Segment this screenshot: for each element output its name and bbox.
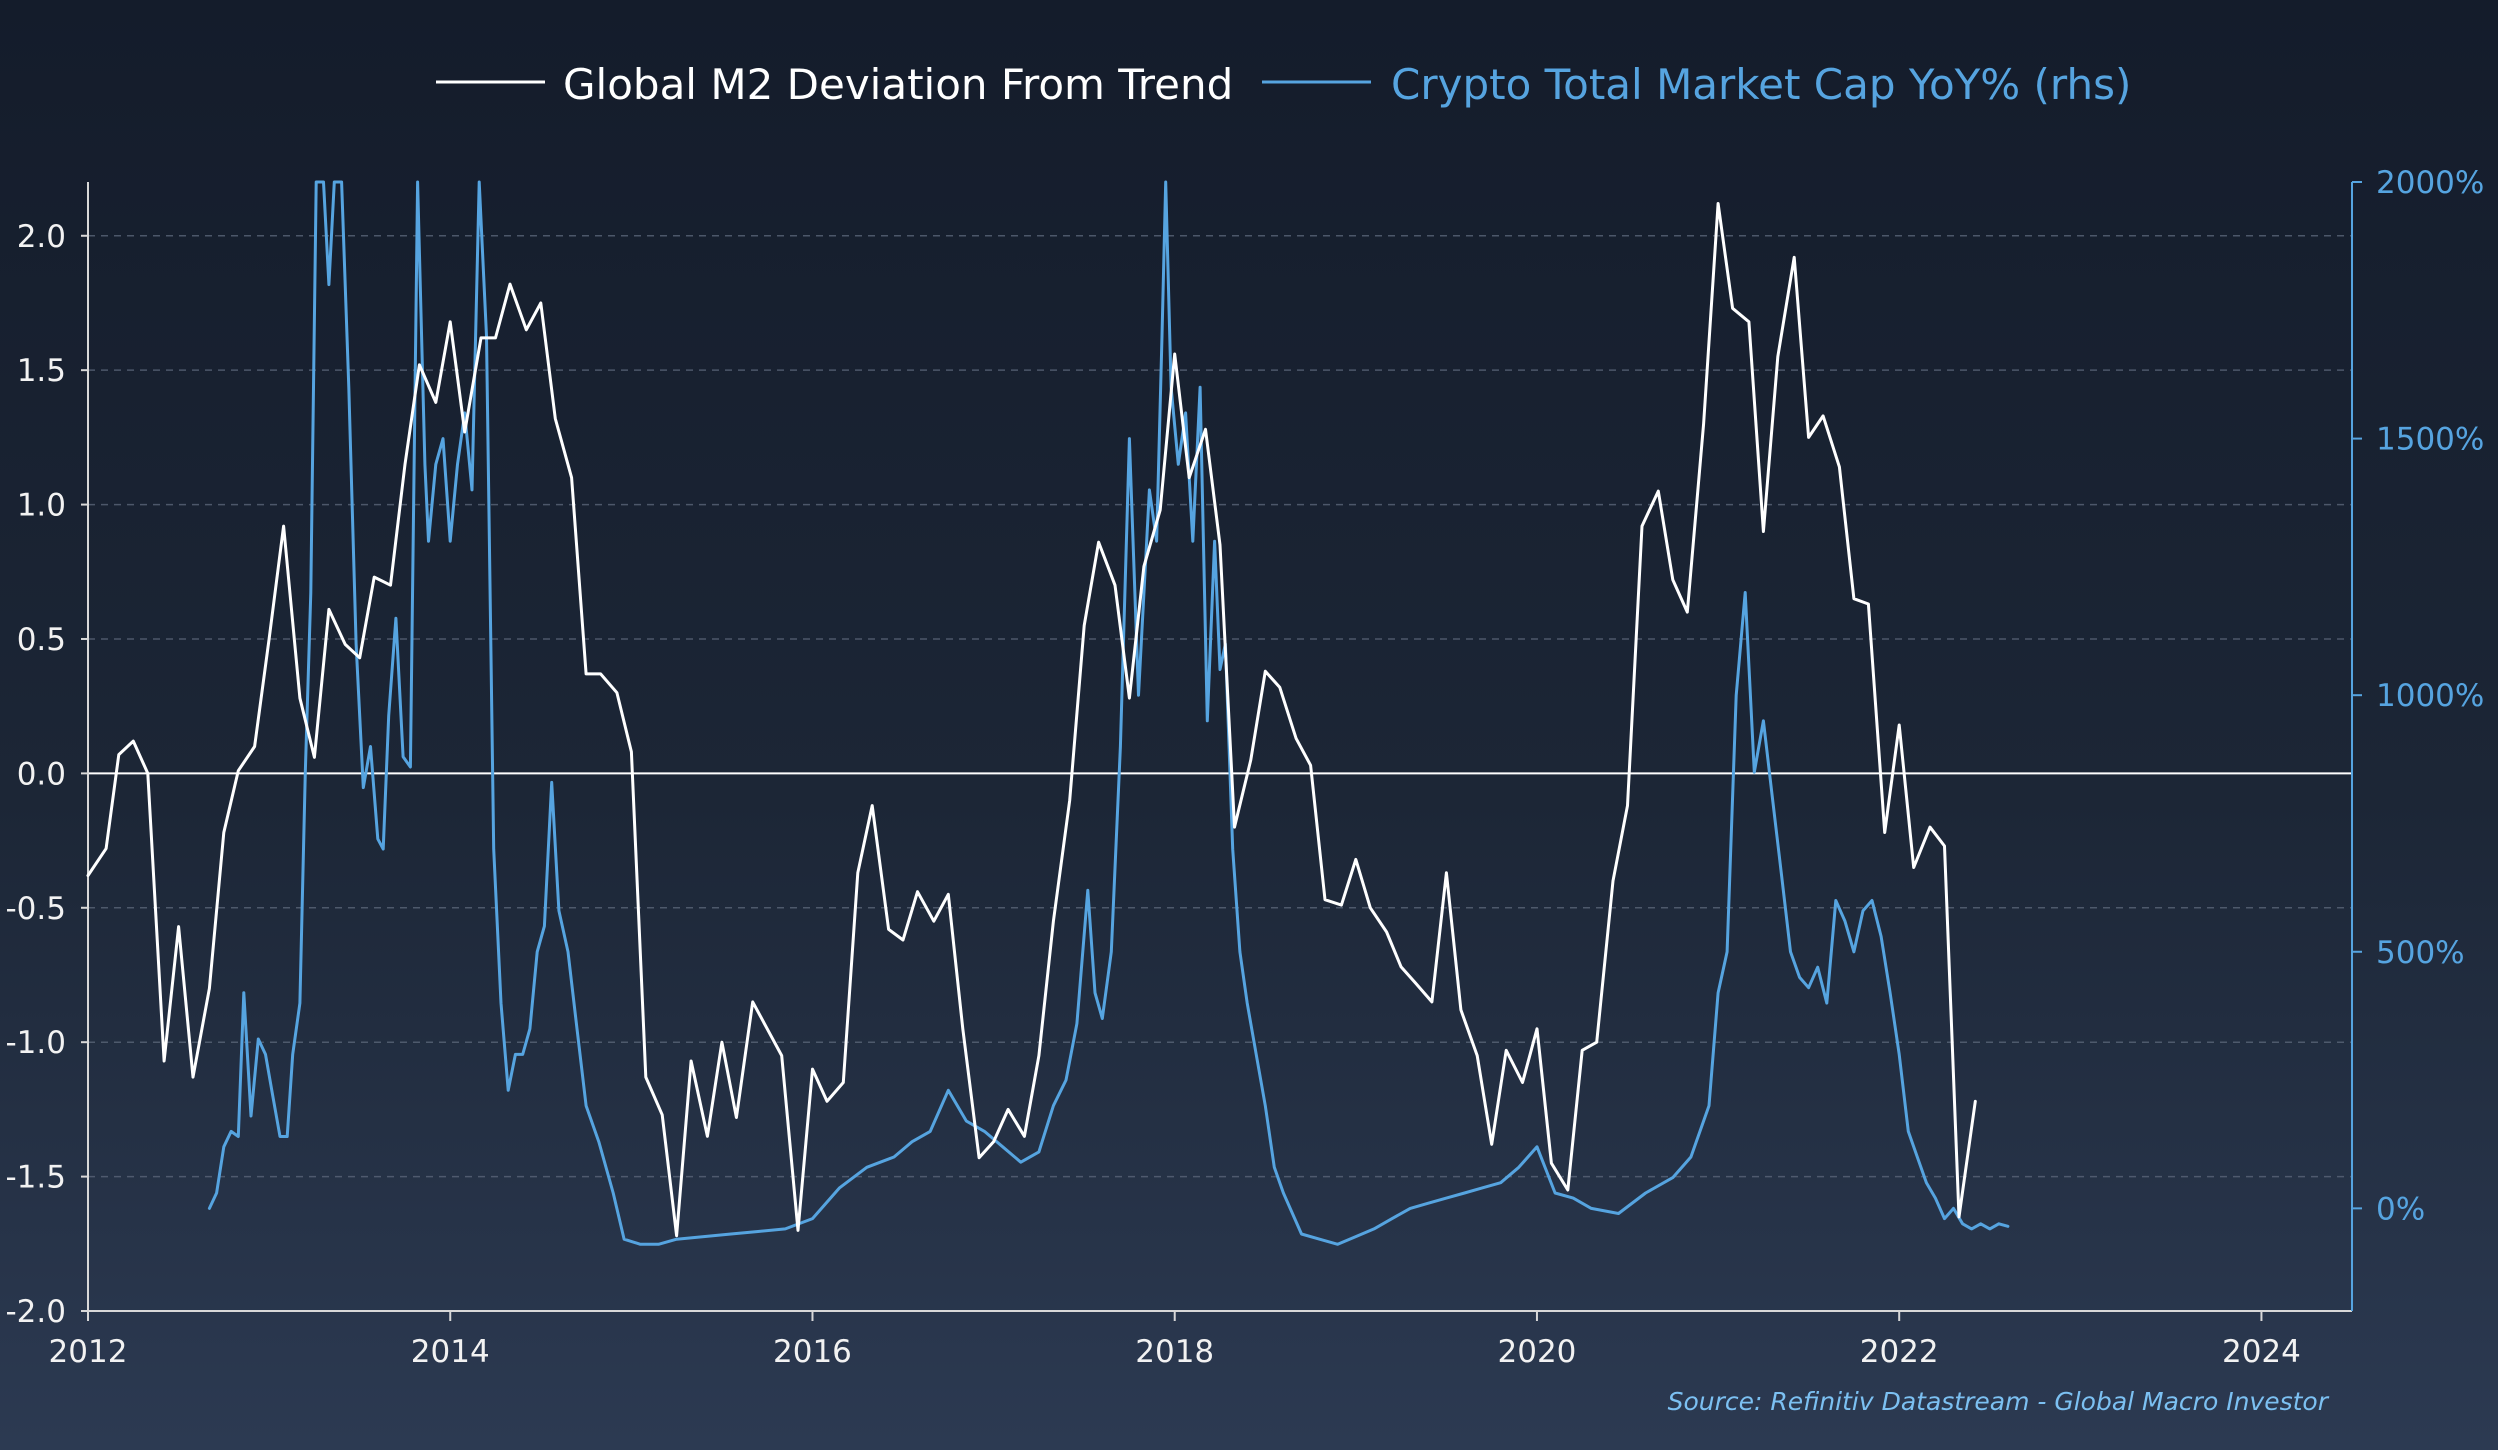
left-tick-label: 0.5: [17, 622, 66, 658]
tick-labels: -2.0 -1.5 -1.0 -0.5 0.0 0.5 1.0 1.5 2.0 0% 500% 100…: [6, 165, 2485, 1370]
legend-label-crypto: Crypto Total Market Cap YoY% (rhs): [1391, 60, 2131, 109]
x-tick-label: 2016: [773, 1334, 852, 1370]
left-tick-label: -2.0: [6, 1294, 67, 1330]
right-tick-label: 0%: [2376, 1191, 2425, 1227]
left-tick-label: 1.5: [17, 353, 66, 389]
series-line-m2: [86, 202, 1977, 1238]
x-tick-label: 2022: [1860, 1334, 1939, 1370]
x-tick-label: 2024: [2222, 1334, 2301, 1370]
x-tick-label: 2012: [49, 1334, 128, 1370]
legend: Global M2 Deviation From Trend Crypto To…: [436, 60, 2131, 109]
left-tick-label: -1.0: [6, 1025, 67, 1061]
series-line-crypto: [207, 180, 2010, 1246]
x-tick-label: 2018: [1135, 1334, 1214, 1370]
series-lines: [86, 180, 2010, 1246]
axes: [81, 181, 2362, 1321]
left-tick-label: 1.0: [17, 488, 66, 524]
right-tick-label: 1500%: [2376, 422, 2484, 458]
left-tick-label: 2.0: [17, 219, 66, 255]
gridlines: [88, 235, 2352, 1178]
x-tick-label: 2014: [411, 1334, 490, 1370]
x-tick-label: 2020: [1498, 1334, 1577, 1370]
source-note: Source: Refinitiv Datastream - Global Ma…: [1668, 1387, 2330, 1416]
right-tick-label: 1000%: [2376, 678, 2484, 714]
legend-label-m2: Global M2 Deviation From Trend: [563, 60, 1233, 109]
right-tick-label: 2000%: [2376, 165, 2484, 201]
left-tick-label: -0.5: [6, 891, 67, 927]
left-tick-label: 0.0: [17, 756, 66, 792]
left-tick-label: -1.5: [6, 1160, 67, 1196]
right-tick-label: 500%: [2376, 935, 2465, 971]
